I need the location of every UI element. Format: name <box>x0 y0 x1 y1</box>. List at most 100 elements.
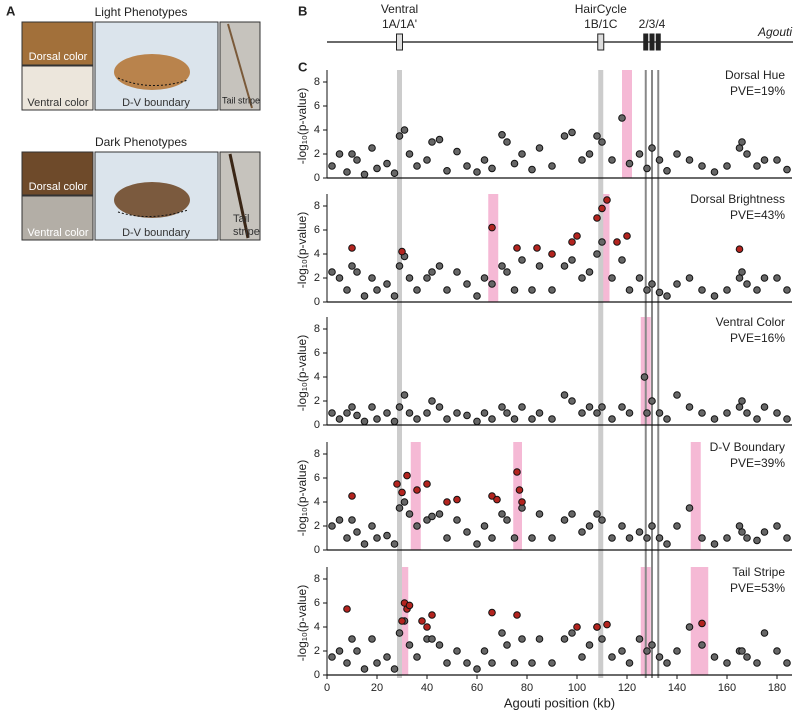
panel-title: D-V Boundary <box>710 440 785 454</box>
y-tick-label: 0 <box>314 172 320 184</box>
photo-caption: stripe <box>233 226 260 238</box>
data-point <box>723 409 731 417</box>
data-point <box>395 504 404 512</box>
data-point <box>743 409 751 417</box>
data-point <box>648 641 656 649</box>
data-point <box>488 280 496 288</box>
data-point <box>738 268 746 276</box>
data-point <box>503 409 511 417</box>
data-point <box>418 617 426 625</box>
gene-name: Agouti <box>757 25 792 39</box>
data-point <box>463 162 471 170</box>
data-point <box>685 274 694 282</box>
data-point <box>498 262 506 270</box>
data-point <box>585 641 594 649</box>
y-tick-label: 2 <box>314 645 320 657</box>
data-point <box>648 280 656 288</box>
data-point <box>463 280 471 288</box>
data-point <box>498 403 506 411</box>
data-point <box>423 409 431 417</box>
exon-label: 1B/1C <box>584 17 618 31</box>
y-tick-label: 6 <box>314 224 320 236</box>
data-point <box>710 292 719 300</box>
data-point <box>618 256 626 264</box>
data-point <box>383 409 391 417</box>
data-point <box>593 250 601 258</box>
x-tick-label: 140 <box>668 682 686 694</box>
data-point <box>618 647 626 655</box>
data-point <box>618 522 626 530</box>
panel-title: Dorsal Brightness <box>690 192 785 206</box>
data-point <box>568 238 576 246</box>
data-point <box>498 629 506 637</box>
data-point <box>360 540 369 548</box>
data-point <box>480 274 489 282</box>
data-point <box>535 510 544 518</box>
data-point <box>395 403 404 411</box>
data-point <box>335 516 344 524</box>
data-point <box>428 268 436 276</box>
data-point <box>435 135 444 144</box>
data-point <box>603 196 611 204</box>
data-point <box>463 659 471 667</box>
data-point <box>753 659 761 667</box>
data-point <box>503 138 511 146</box>
panel-subtitle: PVE=16% <box>730 331 785 345</box>
data-point <box>423 274 431 282</box>
data-point <box>783 165 791 174</box>
data-point <box>598 635 606 643</box>
data-point <box>335 647 344 655</box>
data-point <box>698 286 706 294</box>
data-point <box>598 138 606 146</box>
data-point <box>335 274 344 282</box>
data-point <box>643 409 651 417</box>
data-point <box>655 409 664 417</box>
data-point <box>723 162 731 170</box>
photo-caption: Tail <box>233 213 250 225</box>
data-point <box>405 641 414 649</box>
panel-subtitle: PVE=43% <box>730 208 785 222</box>
data-point <box>648 144 656 152</box>
y-tick-label: 4 <box>314 371 320 383</box>
data-point <box>488 659 496 667</box>
photo-caption: Dorsal color <box>29 181 88 193</box>
data-point <box>360 665 369 673</box>
data-point <box>473 540 481 548</box>
data-point <box>635 635 644 643</box>
data-point <box>593 409 601 417</box>
photo-dorsal <box>21 151 94 196</box>
data-point <box>643 164 651 173</box>
photo-caption: Ventral color <box>27 227 88 239</box>
exon-box <box>643 33 649 51</box>
data-point <box>528 165 536 174</box>
x-tick-label: 60 <box>471 682 483 694</box>
data-point <box>503 268 511 276</box>
photo-caption: Tail stripe <box>222 95 260 105</box>
y-tick-label: 2 <box>314 272 320 284</box>
data-point <box>593 510 601 518</box>
data-point <box>360 417 369 426</box>
data-point <box>473 292 481 300</box>
data-point <box>383 159 391 168</box>
x-axis-label: Agouti position (kb) <box>504 695 615 710</box>
data-point <box>643 534 651 542</box>
data-point <box>663 415 671 423</box>
data-point <box>390 169 399 177</box>
data-point <box>533 244 541 252</box>
data-point <box>405 601 414 610</box>
y-tick-label: 2 <box>314 520 320 532</box>
photo-caption: D-V boundary <box>122 97 190 109</box>
data-point <box>578 653 586 661</box>
y-axis-label: -log₁₀(p-value) <box>295 335 309 411</box>
data-point <box>423 480 431 488</box>
data-point <box>343 659 351 667</box>
y-axis-label: -log₁₀(p-value) <box>295 88 309 164</box>
data-point <box>453 409 461 417</box>
photo-caption: Ventral color <box>27 97 88 109</box>
data-point <box>353 528 361 536</box>
dv-boundary <box>117 209 189 218</box>
data-point <box>413 415 421 423</box>
data-point <box>535 144 544 152</box>
y-tick-label: 4 <box>314 124 320 136</box>
data-point <box>760 403 769 411</box>
